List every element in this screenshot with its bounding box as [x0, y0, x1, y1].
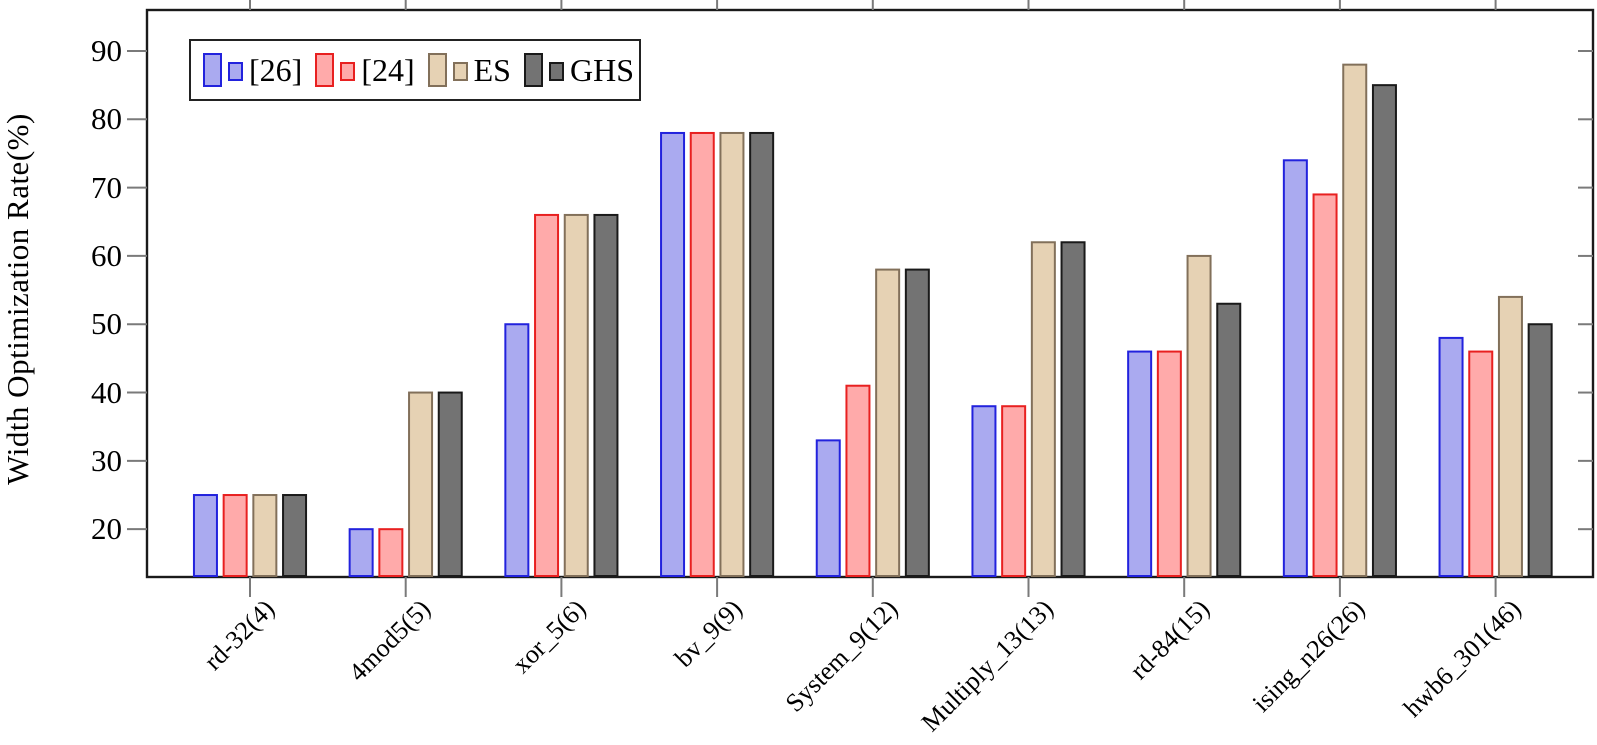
legend-swatch-small-icon [452, 62, 468, 81]
bar-ES-8 [1497, 295, 1523, 577]
bar-24-5 [1001, 405, 1027, 577]
bar-24-2 [534, 213, 560, 577]
legend-entry: [24] [315, 52, 415, 88]
legend-box: [26] [24] ES GHS [189, 39, 641, 101]
y-tick-label: 90 [91, 32, 122, 68]
legend-label: ES [473, 52, 511, 88]
legend-entry: ES [427, 52, 511, 88]
bar-GHS-5 [1060, 241, 1086, 578]
bar-GHS-3 [749, 131, 775, 577]
y-tick-label: 30 [91, 442, 122, 478]
bar-GHS-6 [1216, 302, 1242, 577]
bar-26-8 [1438, 336, 1464, 578]
bar-ES-5 [1030, 241, 1056, 578]
y-tick-label: 70 [91, 169, 122, 205]
y-tick-label: 40 [91, 374, 122, 410]
bar-24-3 [689, 131, 715, 577]
bar-ES-6 [1186, 254, 1212, 577]
bar-GHS-4 [904, 268, 930, 577]
bar-26-5 [971, 405, 997, 577]
bar-24-6 [1156, 350, 1182, 577]
y-tick-label: 60 [91, 237, 122, 273]
bar-26-6 [1127, 350, 1153, 577]
bar-ES-4 [875, 268, 901, 577]
y-tick-label: 50 [91, 306, 122, 342]
legend-label: [26] [249, 52, 303, 88]
legend-swatch-tall-icon [523, 53, 543, 87]
bar-24-4 [845, 384, 871, 578]
legend-swatch-small-icon [340, 62, 356, 81]
bar-26-7 [1282, 159, 1308, 577]
bar-26-0 [192, 494, 218, 578]
y-tick-label: 20 [91, 511, 122, 547]
bar-GHS-1 [437, 391, 463, 578]
bar-24-8 [1468, 350, 1494, 577]
bar-ES-3 [719, 131, 745, 577]
legend-entry: GHS [523, 52, 634, 88]
bar-GHS-2 [593, 213, 619, 577]
bar-GHS-0 [282, 494, 308, 578]
bar-ES-1 [408, 391, 434, 578]
bar-ES-7 [1342, 63, 1368, 577]
bar-26-1 [348, 528, 374, 578]
bar-24-7 [1312, 193, 1338, 578]
legend-entry: [26] [203, 53, 302, 87]
legend-label: GHS [569, 52, 634, 88]
bar-ES-2 [563, 213, 589, 577]
bar-GHS-8 [1527, 323, 1553, 577]
bar-24-0 [222, 494, 248, 578]
legend-swatch-tall-icon [315, 53, 335, 87]
bar-26-3 [660, 131, 686, 577]
bar-ES-0 [252, 494, 278, 578]
bar-26-2 [504, 323, 530, 577]
bar-24-1 [378, 528, 404, 578]
bar-GHS-7 [1371, 84, 1397, 577]
y-tick-label: 80 [91, 101, 122, 137]
legend-swatch-tall-icon [203, 53, 222, 87]
legend-label: [24] [361, 52, 415, 88]
legend-swatch-small-icon [228, 62, 243, 81]
legend-swatch-small-icon [548, 62, 564, 81]
legend-swatch-tall-icon [427, 53, 447, 87]
bar-26-4 [815, 439, 841, 578]
